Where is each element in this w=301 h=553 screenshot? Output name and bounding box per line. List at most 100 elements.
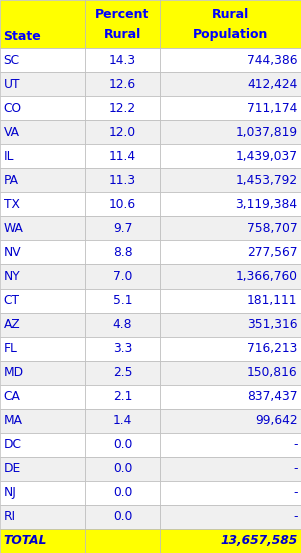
Text: 2.5: 2.5 xyxy=(113,366,132,379)
Bar xyxy=(160,385,301,409)
Text: State: State xyxy=(3,29,41,43)
Bar xyxy=(160,481,301,505)
Bar xyxy=(160,241,301,264)
Bar xyxy=(160,72,301,96)
Bar xyxy=(0,96,85,120)
Bar xyxy=(160,120,301,144)
Text: 0.0: 0.0 xyxy=(113,439,132,451)
Bar xyxy=(85,505,160,529)
Text: 13,657,585: 13,657,585 xyxy=(220,535,297,547)
Text: 0.0: 0.0 xyxy=(113,510,132,524)
Bar xyxy=(0,241,85,264)
Bar xyxy=(85,289,160,312)
Bar xyxy=(160,433,301,457)
Bar xyxy=(160,48,301,72)
Text: 1,439,037: 1,439,037 xyxy=(235,150,297,163)
Text: 150,816: 150,816 xyxy=(247,366,297,379)
Bar xyxy=(0,120,85,144)
Text: 181,111: 181,111 xyxy=(247,294,297,307)
Bar xyxy=(85,433,160,457)
Text: NJ: NJ xyxy=(4,487,17,499)
Bar xyxy=(85,48,160,72)
Bar xyxy=(160,409,301,433)
Bar xyxy=(0,337,85,361)
Text: FL: FL xyxy=(4,342,17,355)
Bar xyxy=(0,457,85,481)
Text: 0.0: 0.0 xyxy=(113,487,132,499)
Bar xyxy=(0,505,85,529)
Bar xyxy=(160,457,301,481)
Text: UT: UT xyxy=(4,77,20,91)
Bar xyxy=(85,192,160,216)
Bar xyxy=(85,312,160,337)
Text: Population: Population xyxy=(193,28,268,41)
Bar xyxy=(85,120,160,144)
Text: 0.0: 0.0 xyxy=(113,462,132,476)
Bar xyxy=(85,72,160,96)
Bar xyxy=(160,289,301,312)
Bar xyxy=(160,144,301,168)
Bar xyxy=(0,433,85,457)
Text: Rural: Rural xyxy=(104,28,141,41)
Bar xyxy=(85,144,160,168)
Text: NV: NV xyxy=(4,246,21,259)
Text: MA: MA xyxy=(4,414,23,427)
Text: CT: CT xyxy=(4,294,20,307)
Bar xyxy=(0,48,85,72)
Text: -: - xyxy=(293,487,297,499)
Text: DE: DE xyxy=(4,462,21,476)
Bar xyxy=(0,72,85,96)
Bar xyxy=(0,216,85,241)
Text: Rural: Rural xyxy=(212,8,249,21)
Bar xyxy=(85,481,160,505)
Bar xyxy=(0,192,85,216)
Text: 12.2: 12.2 xyxy=(109,102,136,114)
Bar xyxy=(160,192,301,216)
Text: 711,174: 711,174 xyxy=(247,102,297,114)
Bar xyxy=(85,529,160,553)
Text: SC: SC xyxy=(4,54,20,66)
Text: RI: RI xyxy=(4,510,16,524)
Text: 11.4: 11.4 xyxy=(109,150,136,163)
Bar xyxy=(85,337,160,361)
Bar xyxy=(85,457,160,481)
Text: IL: IL xyxy=(4,150,14,163)
Text: 99,642: 99,642 xyxy=(255,414,297,427)
Bar xyxy=(0,361,85,385)
Bar xyxy=(85,264,160,289)
Text: NY: NY xyxy=(4,270,20,283)
Text: 744,386: 744,386 xyxy=(247,54,297,66)
Bar xyxy=(160,0,301,48)
Bar xyxy=(85,361,160,385)
Text: 2.1: 2.1 xyxy=(113,390,132,403)
Text: TX: TX xyxy=(4,198,20,211)
Text: 1,366,760: 1,366,760 xyxy=(235,270,297,283)
Text: VA: VA xyxy=(4,126,20,139)
Text: 5.1: 5.1 xyxy=(113,294,132,307)
Text: 1,453,792: 1,453,792 xyxy=(235,174,297,187)
Text: 11.3: 11.3 xyxy=(109,174,136,187)
Text: MD: MD xyxy=(4,366,24,379)
Bar xyxy=(85,409,160,433)
Bar xyxy=(160,529,301,553)
Bar xyxy=(160,361,301,385)
Text: 10.6: 10.6 xyxy=(109,198,136,211)
Text: 351,316: 351,316 xyxy=(247,318,297,331)
Text: 4.8: 4.8 xyxy=(113,318,132,331)
Bar xyxy=(85,96,160,120)
Bar xyxy=(160,505,301,529)
Text: 716,213: 716,213 xyxy=(247,342,297,355)
Bar xyxy=(160,337,301,361)
Bar xyxy=(0,168,85,192)
Bar xyxy=(0,264,85,289)
Bar xyxy=(85,168,160,192)
Bar xyxy=(0,481,85,505)
Bar xyxy=(160,96,301,120)
Bar xyxy=(160,168,301,192)
Bar xyxy=(85,241,160,264)
Text: 758,707: 758,707 xyxy=(247,222,297,235)
Text: TOTAL: TOTAL xyxy=(4,535,47,547)
Text: 9.7: 9.7 xyxy=(113,222,132,235)
Text: 3.3: 3.3 xyxy=(113,342,132,355)
Bar xyxy=(0,529,85,553)
